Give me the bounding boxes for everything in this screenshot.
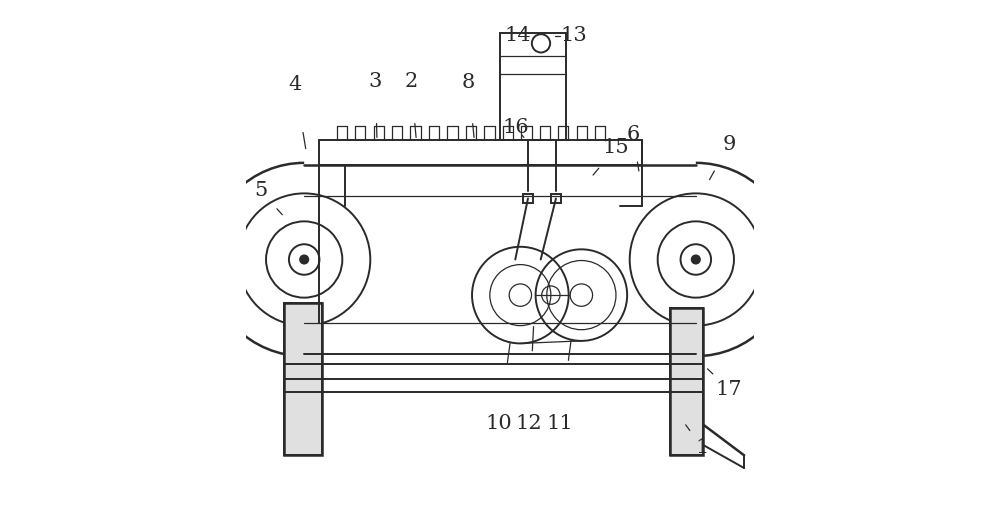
Text: 10: 10 bbox=[486, 414, 512, 433]
Text: 15: 15 bbox=[603, 138, 629, 157]
Text: 16: 16 bbox=[502, 118, 529, 137]
Bar bbox=[500, 33, 566, 140]
Text: 17: 17 bbox=[716, 380, 742, 399]
Text: 3: 3 bbox=[369, 72, 382, 91]
Text: 1: 1 bbox=[696, 438, 709, 457]
Text: 14: 14 bbox=[504, 26, 531, 45]
Bar bbox=[551, 194, 561, 203]
Bar bbox=[670, 308, 703, 455]
Bar bbox=[284, 303, 322, 455]
Text: 2: 2 bbox=[404, 72, 418, 91]
Circle shape bbox=[692, 255, 700, 264]
Circle shape bbox=[300, 255, 308, 264]
Text: 8: 8 bbox=[462, 73, 475, 92]
Text: 13: 13 bbox=[560, 26, 587, 45]
Bar bbox=[523, 194, 533, 203]
Text: 4: 4 bbox=[288, 75, 302, 93]
Bar bbox=[284, 303, 322, 455]
Bar bbox=[670, 308, 703, 455]
Text: 5: 5 bbox=[254, 181, 268, 200]
Text: 9: 9 bbox=[722, 135, 736, 154]
Text: 11: 11 bbox=[547, 414, 573, 433]
Text: 12: 12 bbox=[515, 414, 542, 433]
Text: 6: 6 bbox=[627, 126, 640, 144]
